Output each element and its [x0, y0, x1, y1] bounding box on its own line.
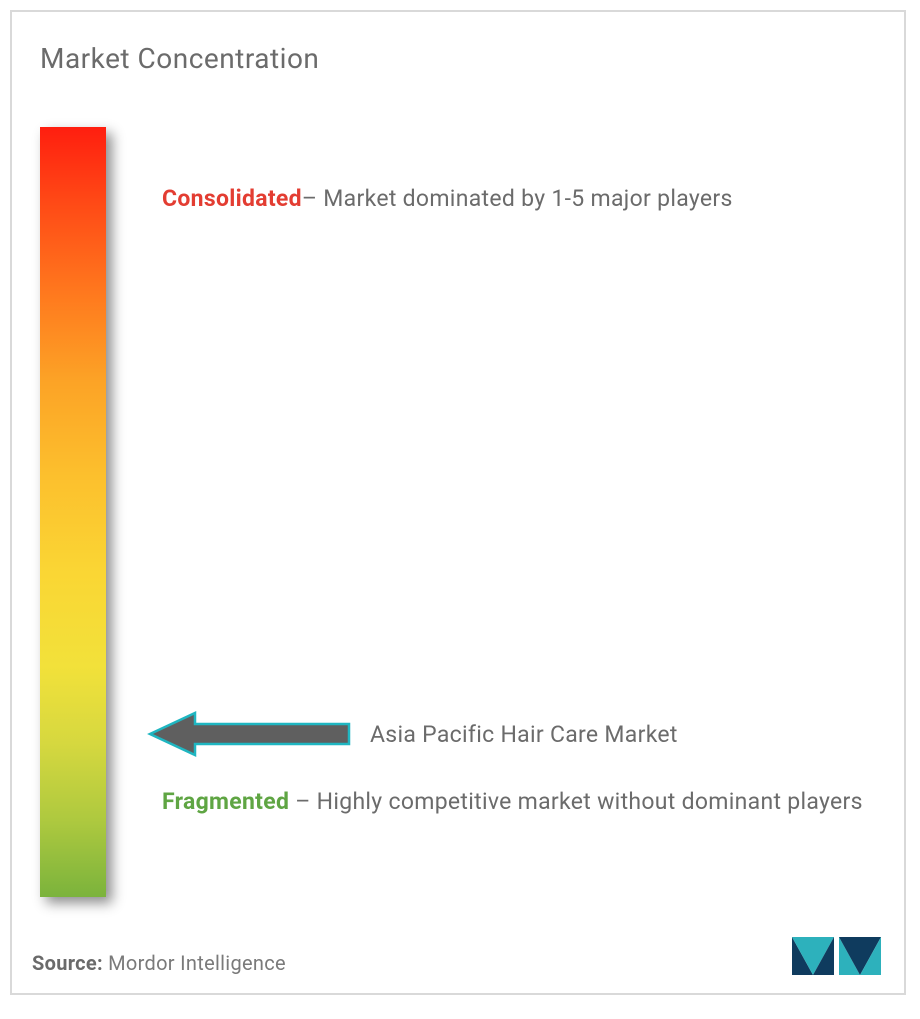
fragmented-text: – Highly competitive market without domi… [289, 788, 863, 815]
source-value: Mordor Intelligence [103, 951, 286, 975]
footer-row: Source: Mordor Intelligence [32, 931, 884, 975]
consolidated-label: Consolidated [162, 185, 302, 212]
fragmented-description: Fragmented – Highly competitive market w… [162, 782, 864, 822]
consolidated-description: Consolidated– Market dominated by 1-5 ma… [162, 182, 864, 217]
market-name-label: Asia Pacific Hair Care Market [370, 721, 678, 748]
source-attribution: Source: Mordor Intelligence [32, 951, 286, 975]
concentration-gradient-bar [40, 127, 106, 897]
chart-title: Market Concentration [40, 42, 319, 75]
fragmented-label: Fragmented [162, 788, 289, 815]
source-label: Source: [32, 951, 103, 975]
market-position-marker: Asia Pacific Hair Care Market [147, 707, 678, 761]
arrow-left-icon [147, 707, 352, 761]
consolidated-text: – Market dominated by 1-5 major players [302, 185, 733, 212]
infographic-frame: Market Concentration Consolidated– Marke… [10, 10, 906, 995]
mordor-logo-icon [792, 931, 884, 975]
